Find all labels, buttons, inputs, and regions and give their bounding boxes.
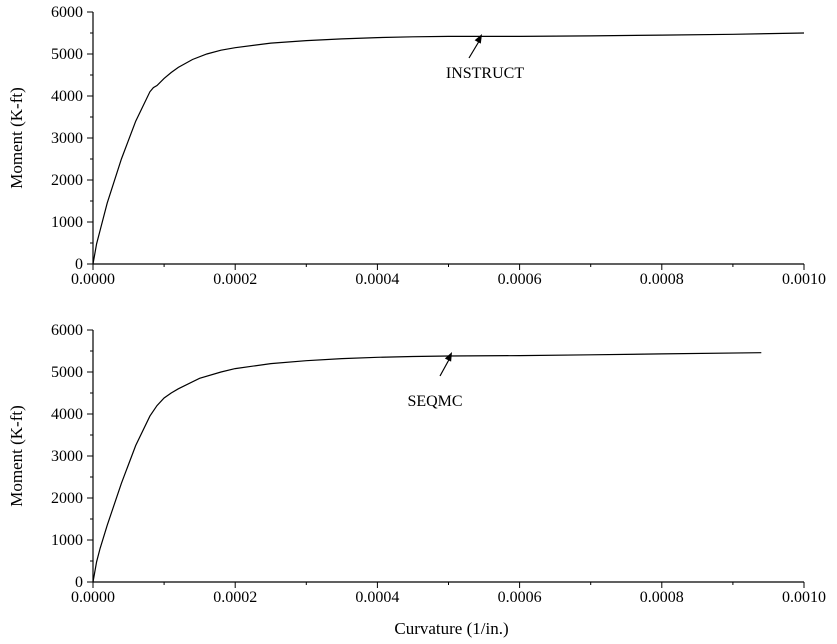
x-tick-label: 0.0010 bbox=[782, 589, 826, 606]
chart-instruct: 0 1000 2000 3000 4000 5000 6000 0.0000 0.0002 0.0… bbox=[7, 4, 826, 288]
x-tick-label: 0.0000 bbox=[71, 271, 115, 288]
x-tick-label: 0.0008 bbox=[640, 589, 684, 606]
annotation-label: INSTRUCT bbox=[446, 65, 524, 82]
x-tick-label: 0.0004 bbox=[355, 589, 399, 606]
x-tick-label: 0.0002 bbox=[213, 271, 257, 288]
x-tick-label: 0.0008 bbox=[640, 271, 684, 288]
y-axis-title: Moment (K-ft) bbox=[7, 87, 26, 189]
x-tick-label: 0.0006 bbox=[498, 271, 542, 288]
y-tick-label: 1000 bbox=[51, 532, 83, 549]
y-tick-label: 0 bbox=[75, 574, 83, 591]
y-tick-label: 6000 bbox=[51, 322, 83, 339]
y-tick-label: 0 bbox=[75, 256, 83, 273]
x-tick-label: 0.0006 bbox=[498, 589, 542, 606]
x-axis-title: Curvature (1/in.) bbox=[394, 619, 508, 638]
chart-seqmc: 0 1000 2000 3000 4000 5000 6000 0.0000 0.0002 0.0… bbox=[7, 322, 826, 638]
y-tick-label: 4000 bbox=[51, 88, 83, 105]
series-line-0 bbox=[92, 32, 805, 265]
y-tick-label: 5000 bbox=[51, 46, 83, 63]
annotation-arrowhead bbox=[444, 352, 452, 362]
x-tick-label: 0.0010 bbox=[782, 271, 826, 288]
y-tick-label: 4000 bbox=[51, 406, 83, 423]
y-tick-label: 6000 bbox=[51, 4, 83, 21]
annotation-label: SEQMC bbox=[407, 393, 462, 410]
y-tick-label: 2000 bbox=[51, 172, 83, 189]
y-tick-label: 3000 bbox=[51, 448, 83, 465]
series-line-0 bbox=[92, 352, 762, 583]
x-tick-label: 0.0002 bbox=[213, 589, 257, 606]
y-tick-label: 2000 bbox=[51, 490, 83, 507]
x-tick-label: 0.0000 bbox=[71, 589, 115, 606]
y-tick-label: 3000 bbox=[51, 130, 83, 147]
x-tick-label: 0.0004 bbox=[355, 271, 399, 288]
annotation-arrowhead bbox=[474, 34, 482, 44]
y-axis-title: Moment (K-ft) bbox=[7, 405, 26, 507]
y-tick-label: 5000 bbox=[51, 364, 83, 381]
y-tick-label: 1000 bbox=[51, 214, 83, 231]
